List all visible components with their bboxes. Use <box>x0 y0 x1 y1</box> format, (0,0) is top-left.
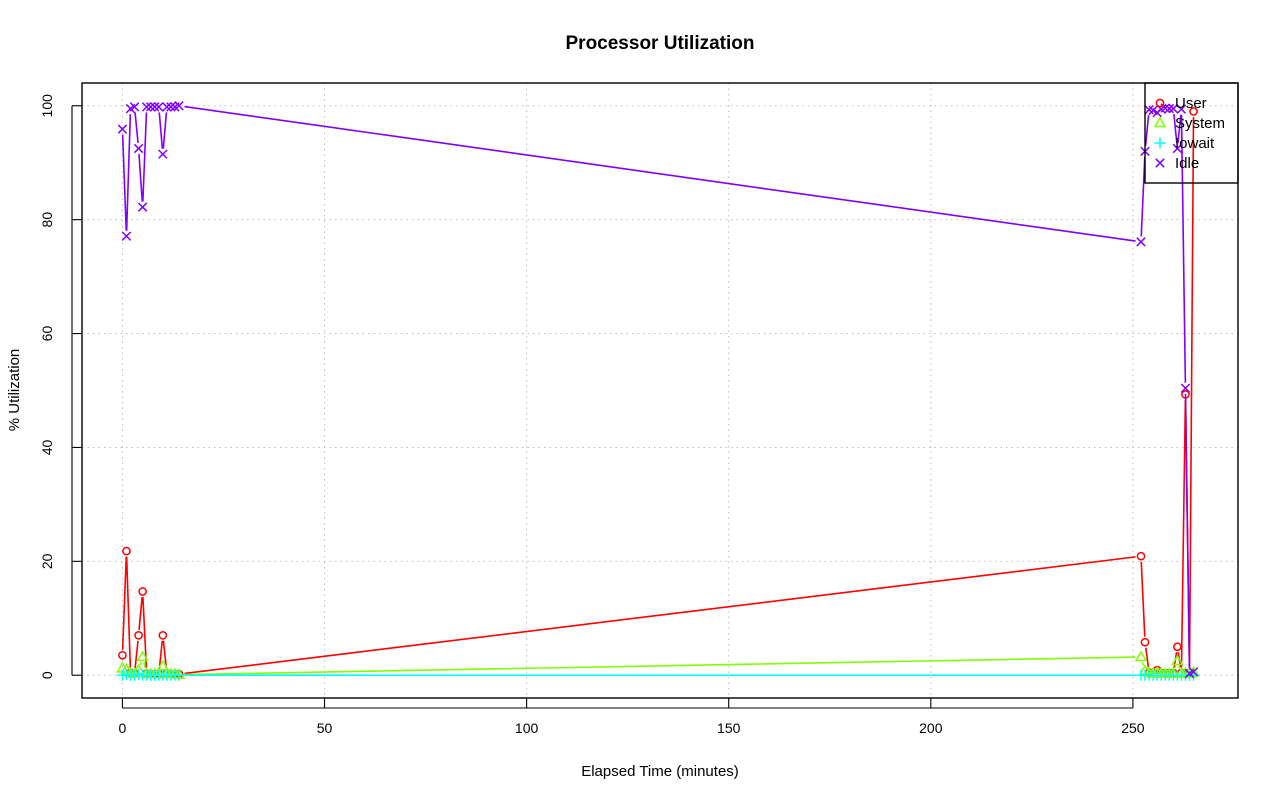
data-point-system <box>156 659 170 671</box>
legend-label-user: User <box>1175 95 1207 112</box>
axes: 0 50 100 150 200 250 0 20 40 60 80 100 <box>39 94 1145 736</box>
legend-marker-idle <box>1155 158 1165 168</box>
data-point-idle <box>137 202 148 212</box>
data-point-user <box>122 546 131 556</box>
x-axis-label: Elapsed Time (minutes) <box>581 763 739 780</box>
series-user <box>118 107 1198 679</box>
legend-marker-system <box>1153 116 1167 128</box>
data-point-user <box>1140 637 1150 647</box>
chart-title: Processor Utilization <box>566 33 755 54</box>
y-tick-label: 20 <box>39 553 55 569</box>
x-tick-label: 50 <box>317 720 333 736</box>
grid-lines <box>82 83 1238 698</box>
data-point-system <box>1171 654 1184 666</box>
data-point-idle <box>150 102 160 112</box>
series-line-user <box>121 116 1195 675</box>
data-point-idle <box>162 102 172 112</box>
x-tick-label: 200 <box>919 720 943 736</box>
data-point-idle <box>1180 383 1191 393</box>
data-point-user <box>118 650 127 660</box>
data-point-idle <box>1164 103 1175 114</box>
data-point-idle <box>174 101 184 111</box>
series-iowait <box>116 669 1200 681</box>
data-point-user <box>134 631 143 640</box>
legend-label-iowait: Iowait <box>1175 135 1215 152</box>
x-tick-label: 0 <box>119 720 127 736</box>
series-system <box>116 650 1200 679</box>
data-point-idle <box>145 102 156 112</box>
legend-box <box>1144 82 1239 184</box>
x-tick-label: 250 <box>1121 720 1145 736</box>
data-point-system <box>136 650 149 662</box>
data-point-idle <box>166 102 176 112</box>
data-point-idle <box>129 102 140 112</box>
y-tick-label: 80 <box>39 212 55 228</box>
series-layer <box>116 101 1200 681</box>
legend: User System Iowait Idle <box>1144 82 1239 184</box>
data-point-idle <box>117 124 128 134</box>
data-point-user <box>138 587 147 596</box>
data-point-idle <box>1136 237 1146 247</box>
data-point-user <box>1173 642 1182 652</box>
data-point-idle <box>1168 103 1179 114</box>
legend-label-system: System <box>1175 115 1225 132</box>
series-line-idle <box>121 105 1191 669</box>
legend-marker-user <box>1155 98 1165 108</box>
data-point-iowait <box>173 669 185 681</box>
data-point-idle <box>1188 667 1199 677</box>
x-tick-label: 100 <box>515 720 539 736</box>
y-tick-label: 0 <box>39 671 55 679</box>
data-point-idle <box>154 102 164 112</box>
series-idle <box>117 101 1199 679</box>
data-point-user <box>1136 551 1146 561</box>
y-axis-label: % Utilization <box>6 349 23 432</box>
plot-frame <box>81 82 1239 699</box>
series-line-system <box>139 656 1181 676</box>
y-tick-label: 40 <box>39 439 55 455</box>
data-point-user <box>1189 107 1198 116</box>
x-tick-label: 150 <box>717 720 741 736</box>
data-point-idle <box>1176 104 1187 114</box>
data-point-user <box>158 631 168 640</box>
data-point-system <box>1134 650 1148 662</box>
data-point-idle <box>141 102 152 112</box>
legend-marker-iowait <box>1154 137 1166 149</box>
data-point-idle <box>1172 143 1183 154</box>
legend-label-idle: Idle <box>1175 155 1199 172</box>
y-tick-label: 60 <box>39 326 55 342</box>
data-point-idle <box>121 231 132 241</box>
data-point-idle <box>158 149 168 159</box>
data-point-idle <box>133 143 144 154</box>
y-tick-label: 100 <box>39 94 55 118</box>
